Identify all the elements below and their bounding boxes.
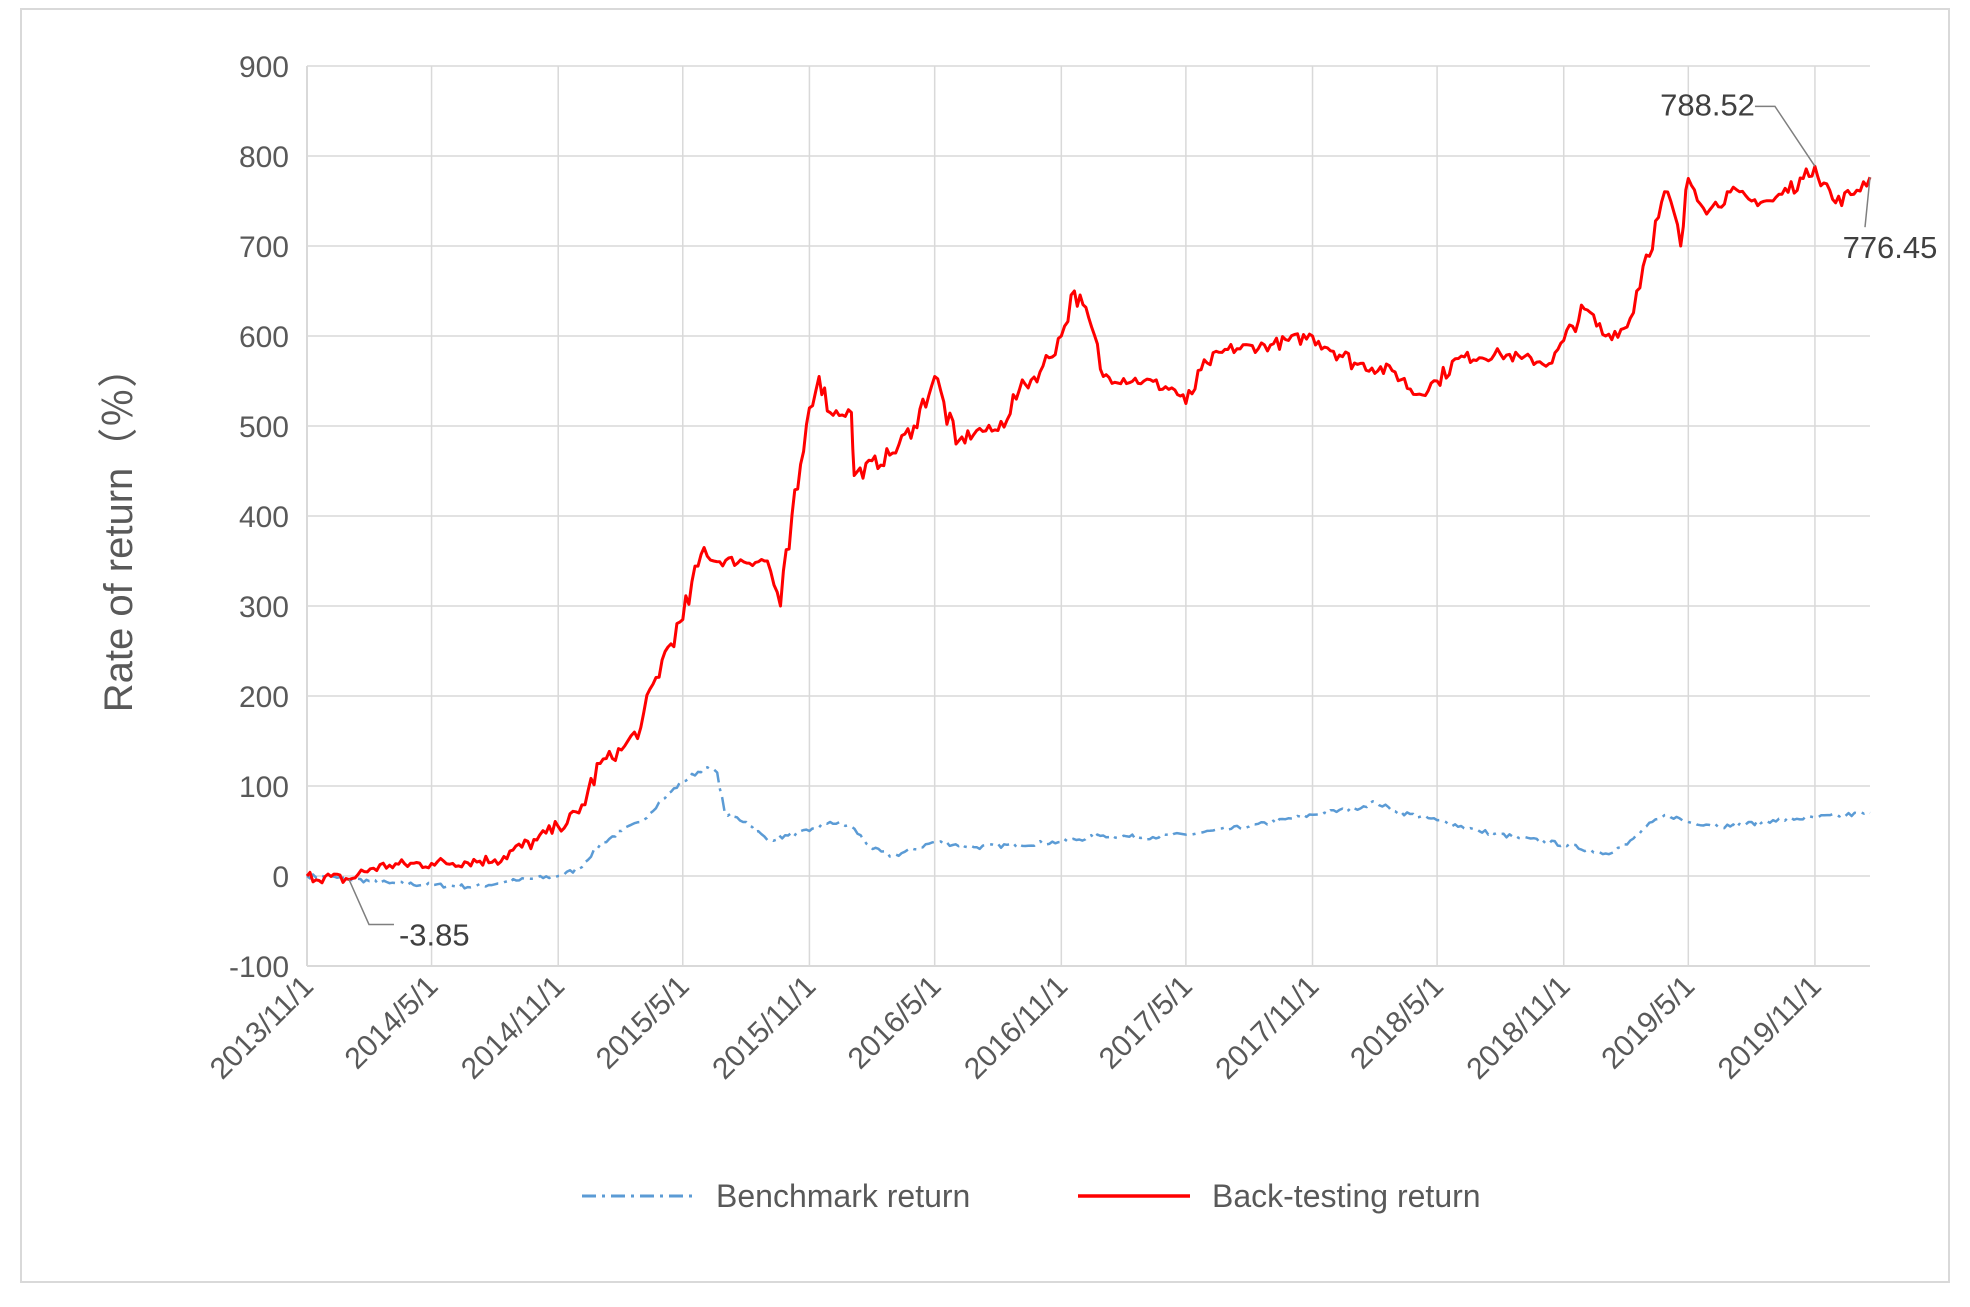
legend-label: Benchmark return (716, 1178, 970, 1214)
x-tick-label: 2017/11/1 (1209, 970, 1325, 1086)
y-axis-label: Rate of return（％） (97, 348, 141, 713)
y-tick-label: 100 (239, 771, 289, 804)
y-tick-label: 700 (239, 231, 289, 264)
y-tick-label: 600 (239, 321, 289, 354)
x-tick-label: 2015/5/1 (590, 970, 696, 1076)
y-tick-label: -100 (229, 951, 289, 984)
y-tick-label: 900 (239, 51, 289, 84)
legend-label: Back-testing return (1212, 1178, 1481, 1214)
grid-lines (306, 65, 1870, 967)
series-line-back-testing (305, 164, 1872, 885)
legend: Benchmark return Back-testing return (582, 1178, 1481, 1214)
x-tick-label: 2019/5/1 (1595, 970, 1701, 1076)
series-layer (305, 164, 1872, 890)
annotation-leader (348, 879, 394, 926)
x-tick-label: 2015/11/1 (706, 970, 822, 1086)
x-tick-label: 2014/5/1 (339, 970, 445, 1076)
x-tick-label: 2014/11/1 (455, 970, 571, 1086)
x-tick-label: 2017/5/1 (1093, 970, 1199, 1076)
x-tick-label: 2016/5/1 (842, 970, 948, 1076)
annotation-leader (1754, 105, 1816, 167)
x-tick-label: 2018/11/1 (1461, 970, 1577, 1086)
x-tick-label: 2016/11/1 (958, 970, 1074, 1086)
y-tick-label: 0 (272, 861, 289, 894)
series-line-benchmark (306, 766, 1871, 890)
y-tick-label: 200 (239, 681, 289, 714)
chart-frame (20, 8, 1950, 1283)
y-tick-label: 400 (239, 501, 289, 534)
x-tick-label: 2019/11/1 (1712, 970, 1828, 1086)
x-tick-label: 2013/11/1 (204, 970, 320, 1086)
annotations: 788.52 776.45 -3.85 (348, 87, 1938, 952)
data-label: -3.85 (399, 917, 470, 952)
y-tick-label: 500 (239, 411, 289, 444)
x-tick-label: 2018/5/1 (1344, 970, 1450, 1076)
y-tick-label: 800 (239, 141, 289, 174)
y-tick-label: 300 (239, 591, 289, 624)
annotation-leader (1864, 177, 1871, 228)
data-label: 776.45 (1843, 230, 1938, 265)
data-label: 788.52 (1660, 87, 1755, 122)
